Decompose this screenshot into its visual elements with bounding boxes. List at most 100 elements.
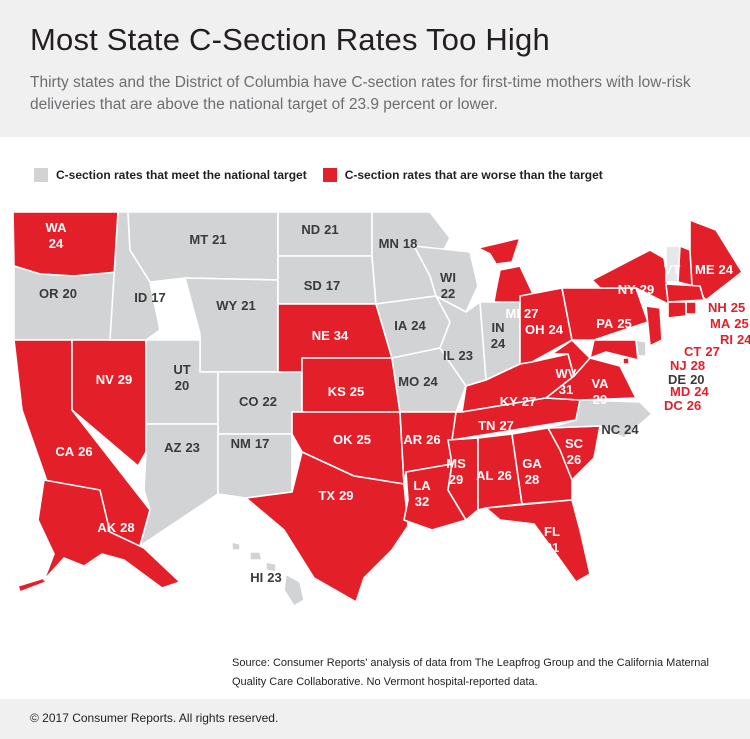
state-label-de: DE 20 — [668, 372, 705, 387]
state-code-ne: NE — [312, 328, 330, 343]
state-code-pa: PA — [596, 316, 614, 331]
state-label-nm: NM 17 — [231, 436, 270, 451]
state-code-nh: NH — [708, 300, 727, 315]
state-code-dc: DC — [664, 398, 683, 413]
state-label-ga: GA — [522, 456, 542, 471]
state-code-oh: OH — [525, 322, 545, 337]
state-rate-nc: 24 — [624, 422, 639, 437]
state-rate-ks: 25 — [350, 384, 364, 399]
state-label-tn: TN 27 — [478, 418, 514, 433]
state-rate-ny: 29 — [640, 282, 654, 297]
state-rate-or: 20 — [63, 286, 77, 301]
state-label-wy: WY 21 — [216, 298, 255, 313]
state-label-ak: AK 28 — [97, 520, 134, 535]
state-label-sd: SD 17 — [304, 278, 341, 293]
state-code-nv: NV — [96, 372, 114, 387]
state-rate-ct: 27 — [705, 344, 719, 359]
legend-item-worse: C-section rates that are worse than the … — [322, 168, 603, 182]
state-rate-ut: 20 — [175, 378, 189, 393]
page-subtitle: Thirty states and the District of Columb… — [30, 74, 691, 113]
state-code-vt: VT — [664, 262, 681, 277]
state-code-ak: AK — [97, 520, 116, 535]
state-label-ms: MS — [446, 456, 466, 471]
state-rate-ma: 25 — [734, 316, 748, 331]
state-rate-wa: 24 — [49, 236, 64, 251]
state-rate-ia: 24 — [411, 318, 426, 333]
state-rate-wv: 31 — [559, 382, 573, 397]
state-code-ct: CT — [684, 344, 701, 359]
footer: © 2017 Consumer Reports. All rights rese… — [0, 699, 750, 739]
state-rate-ky: 27 — [522, 394, 536, 409]
state-label-ks: KS 25 — [328, 384, 365, 399]
legend: C-section rates that meet the national t… — [34, 165, 619, 185]
state-rate-mo: 24 — [423, 374, 438, 389]
state-rate-fl: 31 — [545, 540, 559, 555]
state-label-hi: HI 23 — [250, 570, 281, 585]
state-label-tx: TX 29 — [318, 488, 353, 503]
state-label-me: ME 24 — [695, 262, 734, 277]
state-rate-nv: 29 — [118, 372, 132, 387]
state-rate-ne: 34 — [334, 328, 349, 343]
state-rate-sc: 26 — [567, 452, 581, 467]
state-label-pa: PA 25 — [596, 316, 632, 331]
state-hi — [231, 541, 305, 607]
state-code-mt: MT — [189, 232, 208, 247]
state-label-ma: MA 25 — [710, 316, 749, 331]
legend-swatch-worse — [322, 168, 337, 182]
state-code-tx: TX — [318, 488, 335, 503]
state-code-wy: WY — [216, 298, 237, 313]
state-wv — [551, 339, 591, 377]
state-rate-ga: 28 — [525, 472, 539, 487]
state-code-mi: MI — [506, 306, 520, 321]
state-label-sc: SC — [565, 436, 584, 451]
state-code-sd: SD — [304, 278, 322, 293]
copyright: © 2017 Consumer Reports. All rights rese… — [30, 711, 279, 725]
legend-item-meet: C-section rates that meet the national t… — [34, 168, 307, 182]
state-rate-tx: 29 — [339, 488, 353, 503]
state-rate-wy: 21 — [241, 298, 255, 313]
state-md — [589, 339, 639, 361]
state-ma — [665, 283, 705, 303]
state-label-vt: VT — [664, 262, 681, 277]
state-label-oh: OH 24 — [525, 322, 564, 337]
state-label-nc: NC 24 — [601, 422, 639, 437]
state-mo — [391, 347, 467, 413]
state-rate-nm: 17 — [255, 436, 269, 451]
state-code-co: CO — [239, 394, 259, 409]
state-label-ok: OK 25 — [333, 432, 371, 447]
state-rate-wi: 22 — [441, 286, 455, 301]
state-rate-ms: 29 — [449, 472, 463, 487]
state-code-tn: TN — [478, 418, 495, 433]
state-code-nd: ND — [301, 222, 320, 237]
state-label-nv: NV 29 — [96, 372, 133, 387]
state-label-nd: ND 21 — [301, 222, 338, 237]
state-label-ne: NE 34 — [312, 328, 349, 343]
state-code-ia: IA — [394, 318, 408, 333]
state-label-wa: WA — [46, 220, 68, 235]
state-label-ca: CA 26 — [55, 444, 92, 459]
state-rate-al: 26 — [497, 468, 511, 483]
state-rate-in: 24 — [491, 336, 506, 351]
state-label-ct: CT 27 — [684, 344, 720, 359]
state-rate-mi: 27 — [524, 306, 538, 321]
state-label-or: OR 20 — [39, 286, 77, 301]
state-rate-sd: 17 — [326, 278, 340, 293]
state-ri — [685, 301, 697, 315]
state-label-mn: MN 18 — [379, 236, 418, 251]
state-rate-mt: 21 — [212, 232, 226, 247]
state-code-ny: NY — [618, 282, 636, 297]
state-nj — [645, 305, 663, 347]
state-fl — [485, 499, 591, 583]
state-label-wi: WI — [440, 270, 456, 285]
state-rate-oh: 24 — [549, 322, 564, 337]
state-rate-il: 23 — [459, 348, 473, 363]
state-code-me: ME — [695, 262, 715, 277]
state-rate-me: 24 — [719, 262, 734, 277]
state-me — [689, 219, 743, 301]
state-ct — [667, 301, 687, 319]
state-ak — [17, 479, 181, 593]
state-rate-ok: 25 — [357, 432, 371, 447]
state-code-mo: MO — [398, 374, 419, 389]
state-label-co: CO 22 — [239, 394, 277, 409]
